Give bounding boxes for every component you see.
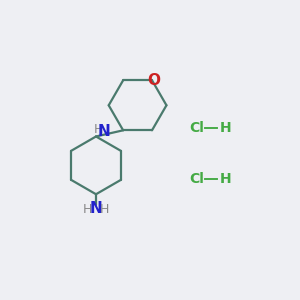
Text: H: H	[220, 172, 231, 186]
Text: H: H	[93, 123, 103, 136]
Text: O: O	[147, 73, 161, 88]
Text: Cl: Cl	[190, 172, 205, 186]
Text: N: N	[90, 201, 102, 216]
Text: Cl: Cl	[190, 122, 205, 135]
Text: H: H	[220, 122, 231, 135]
Text: H: H	[83, 203, 93, 216]
Text: N: N	[98, 124, 110, 139]
Text: H: H	[99, 203, 109, 216]
